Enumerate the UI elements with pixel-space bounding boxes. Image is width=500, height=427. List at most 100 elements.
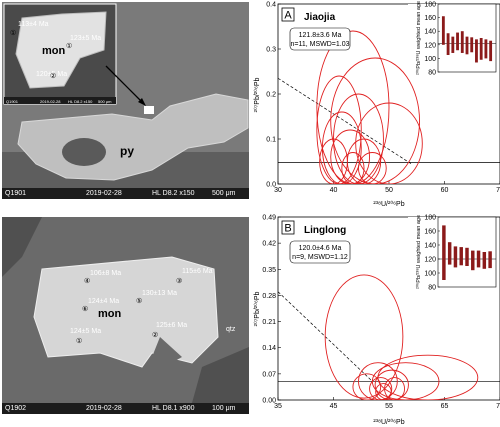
error-ellipse — [358, 152, 387, 184]
y-tick-label: 0.42 — [262, 241, 276, 248]
inset-ylabel: ²⁰⁶Pb/²³⁸U weighted mean age — [415, 1, 422, 75]
panel-letter-a: A — [284, 10, 292, 22]
y-tick-label: 0.4 — [266, 2, 276, 9]
spot-age-b2: 125±6 Ma — [156, 322, 187, 329]
sem-bottom-date: 2019-02-28 — [86, 405, 122, 412]
error-ellipse — [330, 129, 371, 184]
inset-tick-label: 160 — [424, 15, 436, 22]
spot-age-2: 123±5 Ma — [70, 35, 101, 42]
chart-a-xlabel: ²³⁸U/²⁰⁶Pb — [373, 200, 404, 208]
age-bar — [460, 31, 464, 53]
age-bar — [459, 247, 463, 266]
y-tick-label: 0.2 — [266, 92, 276, 99]
x-tick-label: 40 — [330, 187, 338, 194]
age-bar — [456, 32, 459, 51]
ellipse-group — [324, 274, 479, 400]
summary-age-b: 120.0±4.6 Ma — [299, 245, 342, 252]
age-bar — [470, 37, 474, 53]
inset-footer-scale: 500 μm — [98, 99, 112, 104]
mon-label-top: mon — [42, 45, 66, 57]
discordia-line — [277, 77, 412, 165]
chart-b-ylabel: ²⁰⁷Pb/²⁰⁶Pb — [253, 292, 261, 327]
panel-letter-b: B — [284, 223, 291, 235]
error-ellipse — [324, 274, 404, 399]
spot-number-b4: ④ — [84, 277, 90, 285]
age-bar — [488, 251, 492, 269]
age-bar — [447, 242, 452, 265]
inset-tick-label: 140 — [424, 243, 436, 250]
monazite-location — [144, 106, 154, 114]
spot-number-1: ① — [10, 29, 16, 37]
x-tick-label: 60 — [441, 187, 449, 194]
age-bar — [465, 36, 469, 55]
concordia-chart-a: 30 40 50 60 70 0.0 0.1 0.2 0.3 0.4 A Jiaojia 121.… — [253, 1, 500, 208]
error-ellipse — [352, 373, 382, 400]
y-tick-label: 0.1 — [266, 137, 276, 144]
chart-a-ylabel: ²⁰⁷Pb/²⁰⁶Pb — [253, 78, 261, 113]
qtz-label: qtz — [226, 326, 236, 333]
sem-bottom-picture: mon qtz 106±8 Ma 115±6 Ma 124±4 Ma 130±1… — [2, 217, 249, 403]
sem-bottom-scale: 100 μm — [212, 405, 236, 412]
monazite-grain — [33, 256, 219, 368]
error-ellipse — [358, 362, 398, 400]
age-bar — [476, 250, 481, 268]
error-ellipse — [316, 75, 362, 184]
y-tick-label: 0.21 — [262, 319, 276, 326]
x-tick-label: 45 — [330, 403, 338, 410]
y-tick-label: 0.00 — [262, 398, 276, 405]
spot-number-b2: ② — [152, 331, 158, 339]
age-bar — [446, 33, 450, 55]
x-tick-label: 75 — [496, 403, 500, 410]
panel-letter-box-a — [281, 7, 295, 22]
y-tick-label: 0.14 — [262, 345, 276, 352]
chart-b-title: Linglong — [304, 225, 346, 236]
error-ellipse — [369, 377, 393, 400]
inset-footer-date: 2019-02-28 — [40, 99, 61, 104]
error-ellipse — [375, 383, 392, 400]
x-tick-label: 30 — [274, 187, 282, 194]
inset-tick-label: 160 — [424, 229, 436, 236]
spot-number-b1: ① — [76, 337, 82, 345]
y-tick-label: 0.07 — [262, 371, 276, 378]
panel-letter-box-b — [281, 220, 295, 235]
sem-top-info: HL D8.2 x150 — [152, 190, 195, 197]
inset-ylabel: ²⁰⁶Pb/²³⁸U weighted mean age — [415, 215, 422, 289]
inset-tick-label: 180 — [424, 2, 436, 9]
age-bar — [441, 16, 445, 45]
sem-top-scale: 500 μm — [212, 190, 236, 197]
spot-age-b1: 124±5 Ma — [70, 328, 101, 335]
age-bar — [451, 36, 455, 53]
spot-age-3: 120±5 Ma — [36, 71, 67, 78]
sem-top-id: Q1901 — [5, 190, 27, 197]
x-tick-label: 50 — [385, 187, 393, 194]
spot-number-b6: ⑥ — [82, 305, 88, 313]
error-ellipse — [316, 30, 390, 184]
inset-tick-label: 100 — [424, 271, 436, 278]
error-ellipse — [346, 138, 382, 184]
age-bar — [489, 40, 493, 62]
age-bar — [484, 39, 488, 59]
sem-top-date: 2019-02-28 — [86, 190, 122, 197]
age-bar — [453, 246, 458, 268]
x-tick-label: 55 — [385, 403, 393, 410]
inset-footer-id: Q1901 — [6, 99, 19, 104]
summary-box-b — [289, 240, 351, 264]
spot-age-b5: 130±13 Ma — [142, 290, 177, 297]
inset-footer-info: HL D8.2 x150 — [68, 99, 93, 104]
inset-tick-label: 120 — [424, 42, 436, 49]
py-label: py — [120, 144, 134, 158]
spot-number-b5: ⑤ — [136, 297, 142, 305]
inset-tick-label: 80 — [428, 285, 436, 292]
x-tick-label: 70 — [496, 187, 500, 194]
mon-label-bottom: mon — [98, 308, 122, 320]
ellipse-group — [316, 30, 423, 184]
error-ellipse — [384, 377, 405, 400]
summary-stats-b: n=9, MSWD=1.12 — [292, 254, 348, 261]
sem-bottom-id: Q1902 — [5, 405, 27, 412]
inset-tick-label: 140 — [424, 29, 436, 36]
spot-number-2: ① — [66, 42, 72, 50]
age-bar — [471, 250, 475, 271]
sem-bottom-footer: Q1902 2019-02-28 HL D8.1 x900 100 μm — [2, 403, 249, 414]
